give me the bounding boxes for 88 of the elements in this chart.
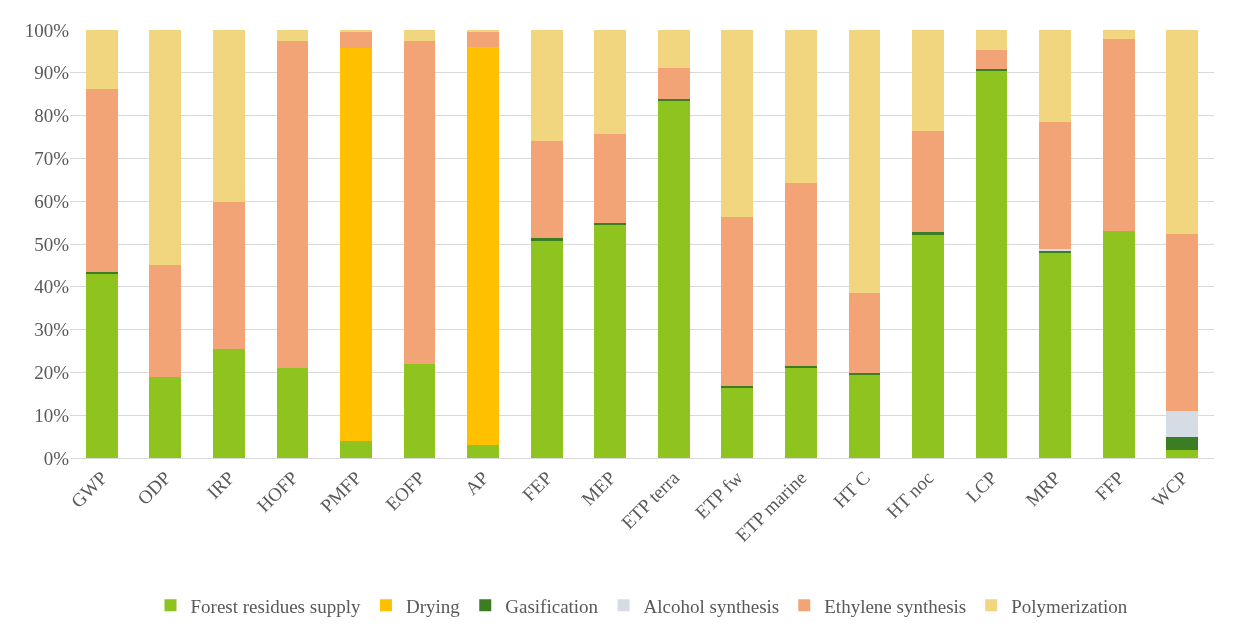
bar: [912, 130, 944, 233]
bar: [1039, 122, 1071, 250]
x-tick-label: AP: [460, 467, 493, 500]
bar: [657, 100, 690, 458]
legend-label: Gasification: [505, 595, 599, 617]
bar: [340, 30, 372, 33]
bar: [403, 30, 436, 41]
bar: [657, 68, 690, 100]
bar: [340, 48, 372, 441]
bar: [213, 30, 245, 203]
bar: [530, 30, 563, 142]
y-tick-label: 100%: [24, 19, 70, 41]
y-tick-label: 50%: [34, 233, 70, 255]
bar: [530, 238, 563, 241]
bar: [276, 30, 309, 41]
y-tick-label: 70%: [34, 148, 70, 170]
bar: [594, 224, 627, 458]
bar: [1166, 436, 1199, 451]
bar: [1102, 30, 1135, 40]
bar: [594, 222, 627, 225]
legend-label: Ethylene synthesis: [824, 595, 967, 617]
bar: [848, 30, 881, 294]
bar: [85, 30, 118, 90]
bar: [721, 217, 754, 387]
bar: [85, 273, 118, 458]
bar: [85, 89, 118, 272]
x-tick-label: HT noc: [882, 467, 938, 523]
bar: [657, 30, 690, 69]
y-tick-label: 90%: [34, 62, 70, 84]
x-tick-label: FEP: [518, 467, 557, 505]
y-tick-label: 0%: [43, 447, 70, 469]
bar: [721, 387, 754, 458]
bar: [785, 183, 817, 366]
bar: [785, 30, 817, 184]
bar: [912, 232, 944, 235]
y-tick-label: 20%: [34, 362, 70, 384]
y-tick-label: 40%: [34, 276, 70, 298]
x-tick-label: FFP: [1090, 467, 1129, 505]
legend-label: Forest residues supply: [190, 595, 361, 617]
y-tick-label: 80%: [34, 105, 70, 127]
bar: [848, 374, 881, 458]
x-tick-label: IRP: [202, 467, 239, 503]
legend-label: Drying: [405, 595, 461, 617]
y-tick-label: 30%: [34, 319, 70, 341]
bar: [1039, 30, 1071, 123]
legend-label: Polymerization: [1011, 595, 1128, 617]
bar: [912, 30, 944, 131]
bar: [721, 30, 754, 218]
bar: [467, 445, 499, 458]
legend-label: Alcohol synthesis: [643, 595, 780, 617]
bar: [912, 234, 944, 458]
bar: [403, 40, 436, 364]
x-tick-label: HT C: [829, 467, 874, 512]
x-tick-label: LCP: [961, 467, 1002, 507]
x-tick-label: ODP: [133, 467, 175, 509]
bar: [467, 31, 499, 48]
bar: [213, 202, 245, 349]
bar: [975, 50, 1008, 69]
bar: [276, 368, 309, 458]
bar: [785, 365, 817, 368]
bar: [213, 348, 245, 458]
bar: [975, 70, 1008, 458]
bar: [594, 133, 627, 223]
bar: [149, 30, 182, 266]
bar: [1102, 231, 1135, 458]
bar: [1102, 39, 1135, 232]
bar: [1039, 252, 1071, 458]
bar: [1166, 450, 1199, 458]
x-tick-label: ETP terra: [617, 466, 684, 534]
bar: [530, 240, 563, 458]
bar: [340, 32, 372, 49]
bar: [785, 367, 817, 458]
bar: [85, 271, 118, 274]
bar: [149, 376, 182, 458]
bar: [530, 141, 563, 239]
bar: [975, 68, 1008, 71]
bar: [403, 363, 436, 458]
bar: [975, 30, 1008, 51]
bar: [340, 440, 372, 458]
bar: [594, 30, 627, 134]
bar: [848, 293, 881, 374]
bar: [467, 47, 499, 446]
bar: [276, 40, 309, 369]
bar: [149, 265, 182, 377]
bar: [1166, 234, 1199, 411]
bar: [1166, 30, 1199, 235]
y-tick-label: 10%: [34, 404, 70, 426]
y-tick-label: 60%: [34, 190, 70, 212]
